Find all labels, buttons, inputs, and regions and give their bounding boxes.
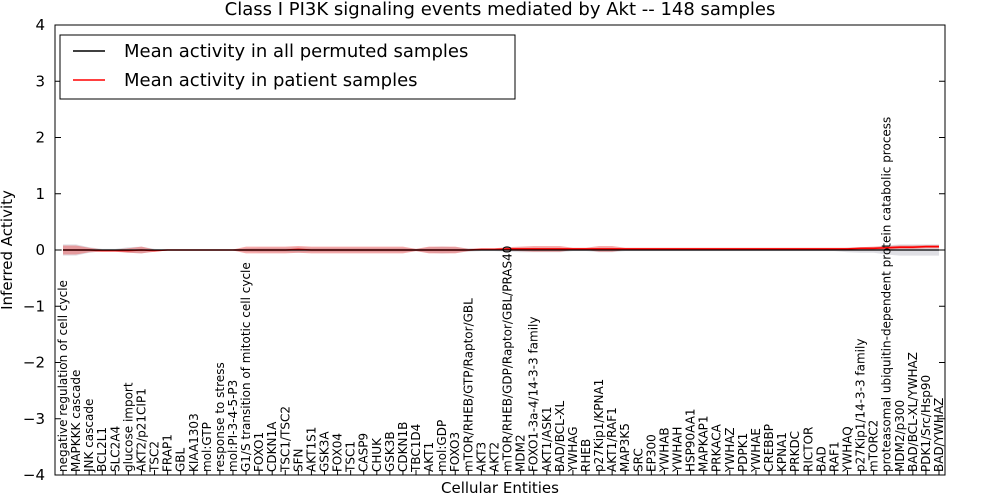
category-label: PDK1/Src/Hsp90 [919,375,933,472]
x-axis-label: Cellular Entities [441,479,559,497]
y-tick-label: 1 [35,185,45,203]
category-label: CDKN1B [396,422,410,472]
category-label: TSC2 [148,441,162,473]
y-tick-label: 3 [35,72,45,90]
category-label: SLC2A4 [108,426,122,472]
category-label: CDKN1A [265,421,279,472]
category-label: AKT1S1 [304,427,318,472]
category-label: YWHAE [749,428,763,473]
y-tick-label: 4 [35,16,45,34]
category-label: RICTOR [801,427,815,472]
category-label: HSP90AA1 [684,408,698,472]
category-label: KIAA1303 [187,413,201,472]
category-label: RAF1 [827,441,841,472]
category-label: GSK3B [383,431,397,472]
category-label: negative regulation of cell cycle [56,280,70,472]
category-label: YWHAG [566,426,580,473]
category-label: FOXO1 [252,432,266,472]
chart-title: Class I PI3K signaling events mediated b… [225,0,776,20]
y-tick-label: −2 [23,354,45,372]
y-tick-label: 0 [35,241,45,259]
category-label: PRKACA [710,423,724,472]
category-label: MAPKAP1 [697,415,711,472]
category-label: TBC1D4 [409,424,423,473]
category-label: YWHAZ [723,427,737,473]
category-label: YWHAQ [840,426,854,473]
category-label: mol:GTP [200,422,214,472]
y-tick-label: −4 [23,466,45,484]
y-tick-label: −1 [23,297,45,315]
category-label: AKT1 [422,442,436,472]
category-label: mTOR/RHEB/GTP/Raptor/GBL [461,298,475,472]
category-label: JNK cascade [82,399,96,473]
category-label: FOXO1-3a-4/14-3-3 family [527,317,541,473]
category-label: AKT3 [474,442,488,472]
category-label: KPNA1 [775,432,789,472]
category-label: GBL [174,447,188,472]
category-label: AKT2/p21CIP1 [134,388,148,472]
category-label: mol:GDP [435,420,449,472]
y-tick-label: 2 [35,129,45,147]
category-label: mTOR/RHEB/GDP/Raptor/GBL/PRAS40 [501,246,515,472]
category-label: TSC1 [344,441,358,473]
category-label: BAD [814,446,828,472]
category-label: AKT1/RAF1 [605,407,619,472]
category-label: EP300 [644,434,658,472]
category-label: SRC [631,448,645,472]
category-label: PDPK1 [736,433,750,472]
category-label: CASP9 [357,433,371,472]
category-label: p27Kip1/14-3-3 family [854,339,868,472]
category-label: G1/S transition of mitotic cell cycle [239,262,253,472]
category-label: SFN [291,449,305,473]
legend-label: Mean activity in all permuted samples [124,41,468,62]
category-label: FOXO3 [448,432,462,472]
category-label: MAPKKK cascade [69,370,83,472]
legend-box [59,34,516,100]
y-tick-label: −3 [23,410,45,428]
plot-area: 4 3 2 1 0 −1 −2 −3 −4 negative regulation of cell… [23,16,946,484]
category-label: FRAP1 [161,434,175,472]
category-label: p27Kip1/KPNA1 [592,379,606,472]
category-label: glucose import [121,382,135,472]
y-axis-label: Inferred Activity [0,190,16,310]
category-label: MAP3K5 [618,423,632,472]
category-label: CHUK [370,437,384,472]
legend-label: Mean activity in patient samples [124,70,418,91]
category-label: YWHAH [671,427,685,473]
category-label: TSC1/TSC2 [278,406,292,473]
category-label: response to stress [213,362,227,472]
category-label: FOX04 [331,433,345,472]
category-label: MDM2/p300 [893,400,907,472]
category-label: MDM2 [514,434,528,472]
category-label: AKT1/ASK1 [540,407,554,472]
category-label: YWHAB [657,427,671,473]
category-label: BAD/BCL-XL [553,400,567,472]
category-label: BAD/YWHAZ [932,398,946,472]
category-label: AKT2 [487,442,501,472]
category-label: PRKDC [788,431,802,472]
category-label: mTORC2 [867,420,881,472]
category-label: BCL2L1 [95,427,109,472]
category-label: CREBBP [762,424,776,472]
category-label: GSK3A [317,431,331,472]
category-label: proteasomal ubiquitin-dependent protein … [880,117,894,472]
category-label: mol:PI-3-4-5-P3 [226,380,240,472]
category-label: RHEB [579,439,593,472]
category-label: BAD/BCL-XL/YWHAZ [906,352,920,472]
